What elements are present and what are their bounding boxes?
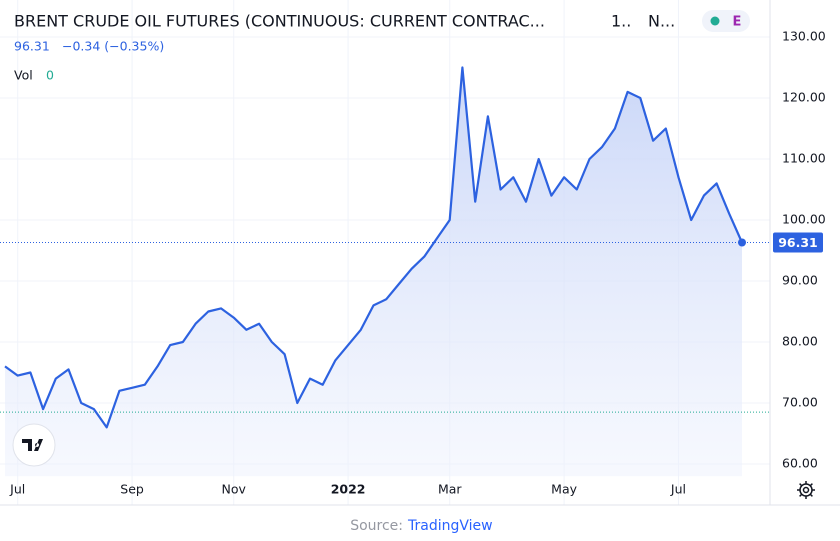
y-tick-label: 130.00 (782, 29, 826, 44)
area (5, 67, 742, 477)
y-tick-label: 120.00 (782, 90, 826, 105)
x-tick-label: Mar (438, 482, 462, 497)
chart-title: BRENT CRUDE OIL FUTURES (CONTINUOUS: CUR… (14, 12, 545, 31)
price-line (4, 66, 744, 429)
x-tick-label: Nov (222, 482, 247, 497)
price-label: 96.31 (778, 235, 818, 250)
title-exchange: N... (648, 12, 675, 31)
x-tick-label: Jul (9, 482, 25, 497)
x-tick-label: 2022 (331, 482, 366, 497)
source-prefix: Source: (350, 518, 403, 534)
last-point (738, 238, 746, 247)
y-tick-label: 100.00 (782, 212, 826, 227)
badge-bg (702, 10, 750, 32)
status-dot (710, 16, 720, 26)
last-price: 96.31 (14, 39, 50, 54)
title-interval: 1.. (611, 12, 631, 31)
source-name[interactable]: TradingView (407, 518, 493, 534)
volume-label: Vol (14, 68, 33, 83)
y-tick-label: 80.00 (782, 334, 818, 349)
x-tick-label: May (551, 482, 577, 497)
price-change: −0.34 (−0.35%) (62, 39, 164, 54)
plot (0, 66, 770, 477)
badge: E (733, 15, 742, 30)
settings-icon[interactable] (797, 481, 815, 499)
tv-logo (12, 423, 56, 467)
y-tick-label: 110.00 (782, 151, 826, 166)
x-tick-label: Sep (120, 482, 144, 497)
y-tick-label: 60.00 (782, 456, 818, 471)
volume-value: 0 (46, 68, 54, 83)
y-tick-label: 70.00 (782, 395, 818, 410)
x-tick-label: Jul (670, 482, 686, 497)
y-tick-label: 90.00 (782, 273, 818, 288)
price-label-bg (773, 232, 823, 253)
